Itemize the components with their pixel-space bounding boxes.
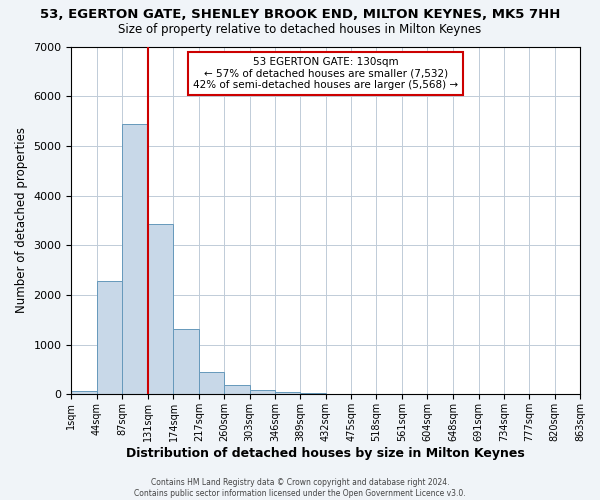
Text: Size of property relative to detached houses in Milton Keynes: Size of property relative to detached ho…: [118, 22, 482, 36]
Bar: [301, 393, 326, 394]
Text: Contains HM Land Registry data © Crown copyright and database right 2024.
Contai: Contains HM Land Registry data © Crown c…: [134, 478, 466, 498]
Bar: [97, 282, 122, 395]
Bar: [148, 224, 173, 394]
Bar: [122, 124, 148, 394]
Bar: [275, 392, 301, 394]
Text: 53 EGERTON GATE: 130sqm
← 57% of detached houses are smaller (7,532)
42% of semi: 53 EGERTON GATE: 130sqm ← 57% of detache…: [193, 57, 458, 90]
Y-axis label: Number of detached properties: Number of detached properties: [15, 128, 28, 314]
Bar: [250, 390, 275, 394]
X-axis label: Distribution of detached houses by size in Milton Keynes: Distribution of detached houses by size …: [127, 447, 525, 460]
Bar: [71, 390, 97, 394]
Bar: [224, 385, 250, 394]
Bar: [173, 328, 199, 394]
Text: 53, EGERTON GATE, SHENLEY BROOK END, MILTON KEYNES, MK5 7HH: 53, EGERTON GATE, SHENLEY BROOK END, MIL…: [40, 8, 560, 20]
Bar: [199, 372, 224, 394]
